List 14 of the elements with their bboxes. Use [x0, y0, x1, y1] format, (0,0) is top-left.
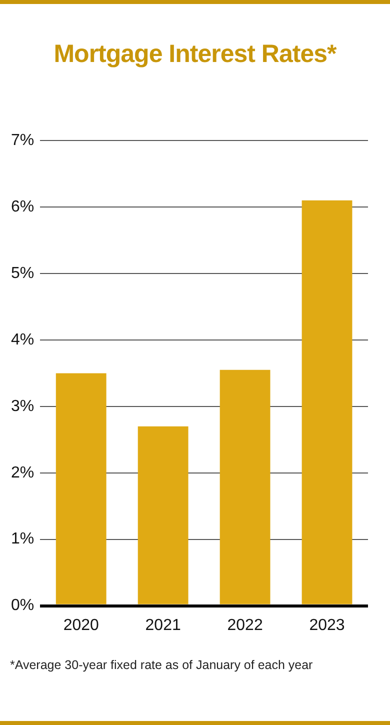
y-tick-label: 1%	[11, 530, 34, 548]
y-tick-label: 2%	[11, 464, 34, 482]
y-tick-label: 6%	[11, 198, 34, 216]
y-tick-label: 7%	[11, 132, 34, 150]
x-tick-label: 2022	[227, 616, 263, 634]
x-tick-label: 2020	[63, 616, 100, 634]
x-tick-label: 2023	[309, 616, 345, 634]
y-tick-label: 4%	[11, 331, 34, 348]
chart-title: Mortgage Interest Rates*	[52, 40, 338, 69]
y-tick-label: 0%	[11, 597, 34, 614]
x-tick-label: 2021	[145, 616, 181, 634]
text: *Average 30-year fixed rate as of January of each year	[10, 657, 313, 674]
y-tick-label: 5%	[11, 264, 34, 282]
y-tick-label: 3%	[11, 398, 34, 415]
